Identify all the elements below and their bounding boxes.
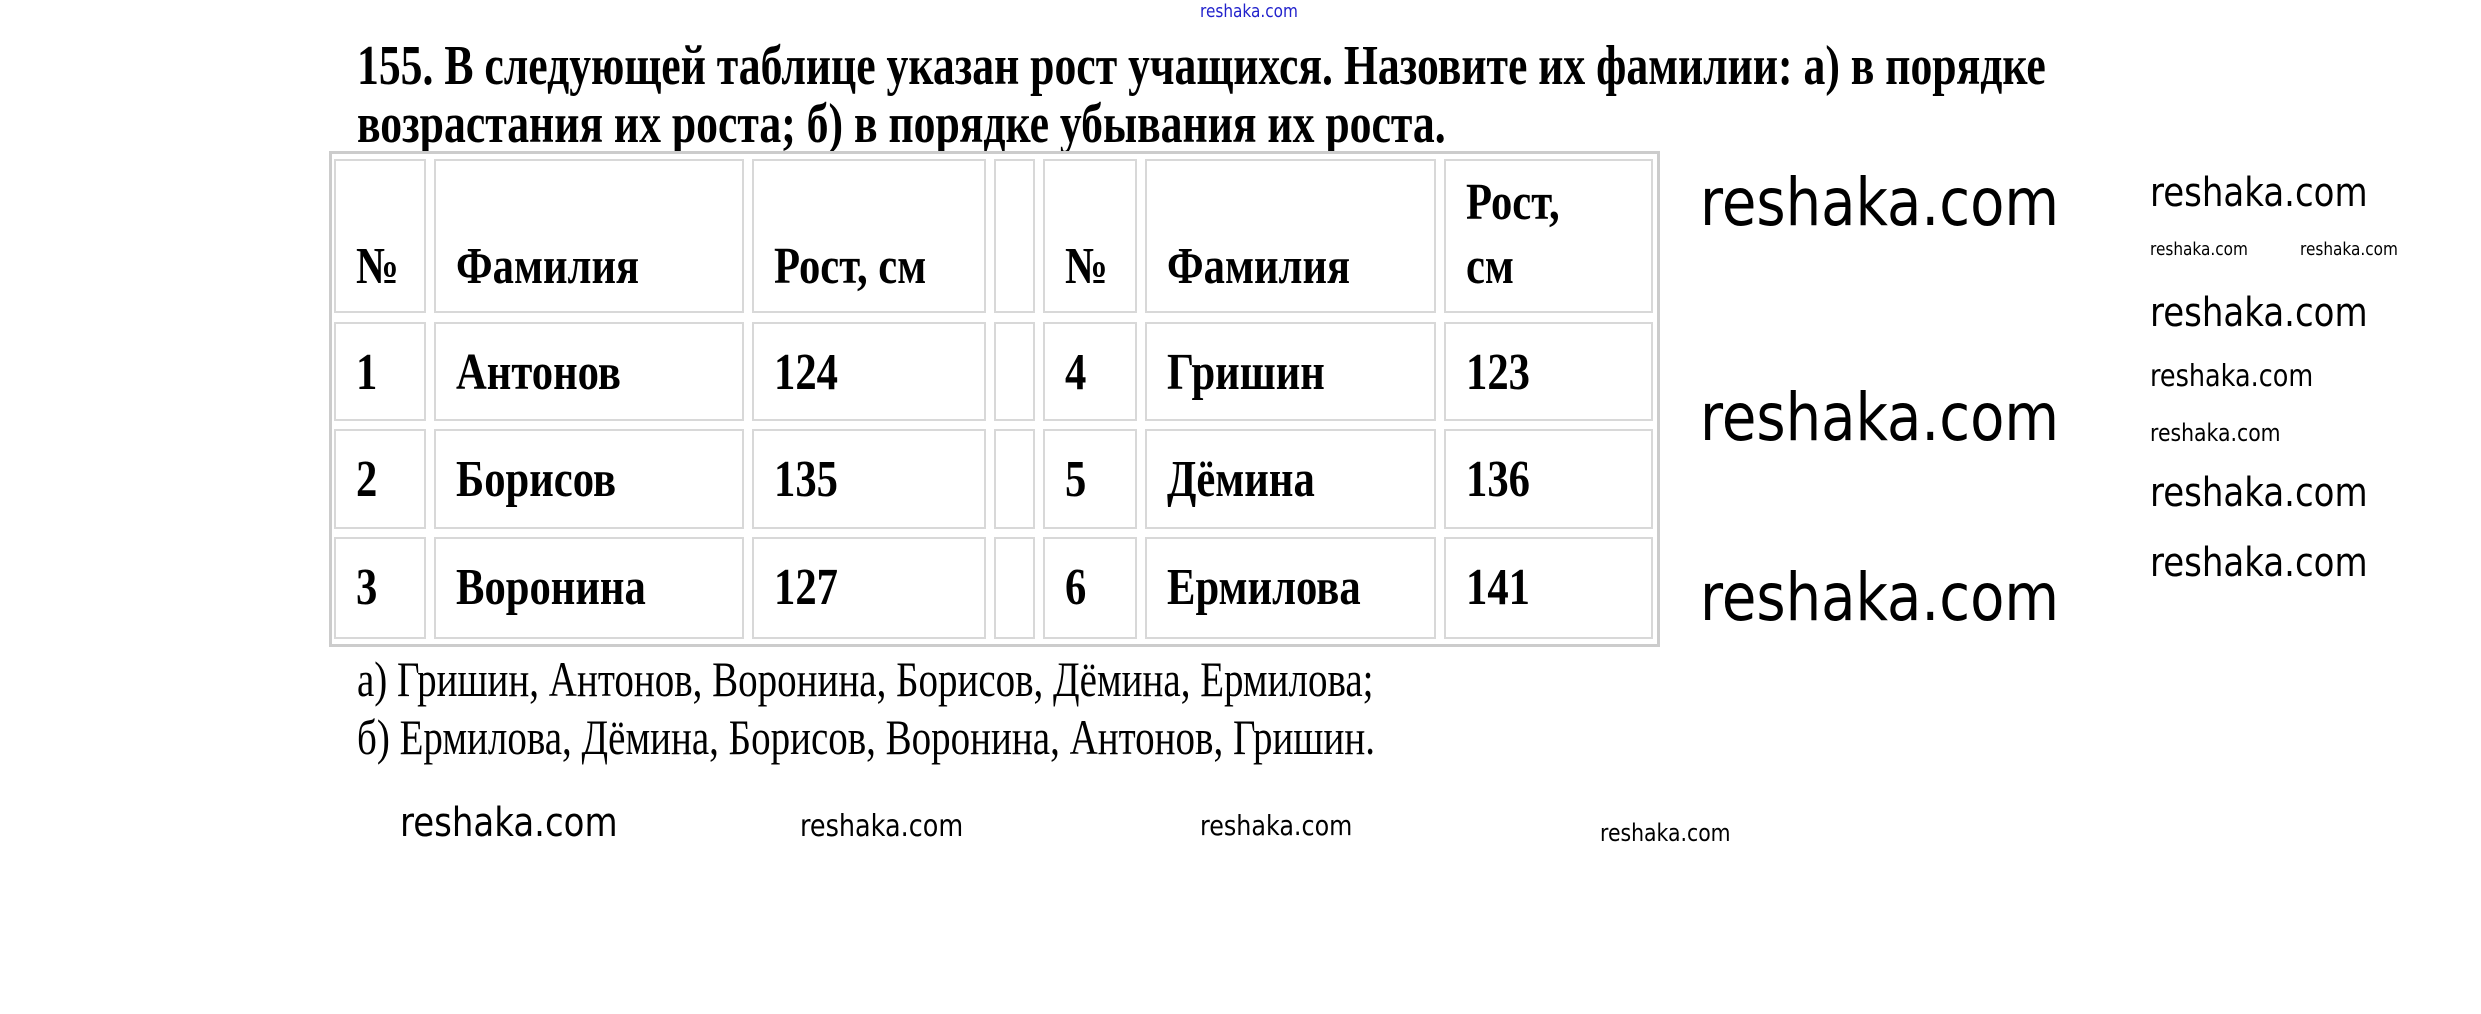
watermark: reshaka.com xyxy=(1600,819,1731,847)
table-header-cell xyxy=(1043,159,1137,313)
table-cell xyxy=(334,429,426,529)
answer-b: б) Ермилова, Дёмина, Борисов, Воронина, … xyxy=(357,709,1375,765)
watermark: reshaka.com xyxy=(1700,379,2060,456)
column-header: см xyxy=(1466,238,1514,295)
column-header: № xyxy=(1065,238,1108,295)
watermark: reshaka.com xyxy=(2150,470,2368,516)
watermark: reshaka.com xyxy=(2150,290,2368,336)
watermark: reshaka.com xyxy=(1200,809,1353,842)
column-header: № xyxy=(356,238,399,295)
cell-text: 2 xyxy=(356,451,378,508)
cell-text: 5 xyxy=(1065,451,1087,508)
table-cell xyxy=(1444,537,1653,639)
problem-line-2: возрастания их роста; б) в порядке убыва… xyxy=(357,93,1446,155)
cell-text: 123 xyxy=(1466,344,1530,401)
cell-text: 1 xyxy=(356,344,378,401)
watermark: reshaka.com xyxy=(2150,359,2314,394)
table-cell xyxy=(752,429,986,529)
table-cell xyxy=(1145,537,1436,639)
table-header-cell xyxy=(1444,159,1653,313)
heights-table xyxy=(329,151,1660,647)
column-header: Фамилия xyxy=(1167,238,1351,295)
watermark: reshaka.com xyxy=(2150,419,2281,447)
answer-a: а) Гришин, Антонов, Воронина, Борисов, Д… xyxy=(357,651,1374,707)
table-cell xyxy=(334,322,426,421)
table-cell xyxy=(434,537,744,639)
column-header: Фамилия xyxy=(456,238,640,295)
table-cell xyxy=(1444,322,1653,421)
watermark: reshaka.com xyxy=(2150,540,2368,586)
problem-line-1: 155. В следующей таблице указан рост уча… xyxy=(357,35,2046,97)
cell-text: Дёмина xyxy=(1167,451,1315,508)
table-cell xyxy=(994,537,1035,639)
table-cell xyxy=(434,322,744,421)
table-cell xyxy=(434,429,744,529)
watermark: reshaka.com xyxy=(800,809,964,844)
cell-text: 6 xyxy=(1065,559,1087,616)
cell-text: Воронина xyxy=(456,559,646,616)
table-header-cell xyxy=(1145,159,1436,313)
watermark: reshaka.com xyxy=(2150,170,2368,216)
cell-text: Борисов xyxy=(456,451,617,508)
table-cell xyxy=(1145,429,1436,529)
cell-text: 127 xyxy=(774,559,838,616)
watermark: reshaka.com xyxy=(1700,559,2060,636)
cell-text: 4 xyxy=(1065,344,1087,401)
table-cell xyxy=(1145,322,1436,421)
table-header-cell xyxy=(752,159,986,313)
cell-text: 135 xyxy=(774,451,838,508)
cell-text: 136 xyxy=(1466,451,1530,508)
cell-text: 141 xyxy=(1466,559,1530,616)
cell-text: 124 xyxy=(774,344,838,401)
cell-text: Антонов xyxy=(456,344,621,401)
column-header: Рост, xyxy=(1466,174,1560,231)
column-header: Рост, см xyxy=(774,238,927,295)
table-header-cell xyxy=(334,159,426,313)
table-cell xyxy=(994,429,1035,529)
table-cell xyxy=(994,322,1035,421)
watermark: reshaka.com xyxy=(2300,239,2398,260)
watermark: reshaka.com xyxy=(2150,239,2248,260)
watermark: reshaka.com xyxy=(400,800,618,846)
cell-text: Гришин xyxy=(1167,344,1325,401)
table-cell xyxy=(1444,429,1653,529)
table-header-cell xyxy=(994,159,1035,313)
watermark-top: reshaka.com xyxy=(1200,1,1298,22)
cell-text: 3 xyxy=(356,559,378,616)
table-cell xyxy=(1043,322,1137,421)
table-cell xyxy=(752,537,986,639)
table-cell xyxy=(1043,537,1137,639)
cell-text: Ермилова xyxy=(1167,559,1361,616)
watermark: reshaka.com xyxy=(1700,164,2060,241)
table-cell xyxy=(1043,429,1137,529)
table-cell xyxy=(334,537,426,639)
table-cell xyxy=(752,322,986,421)
table-header-cell xyxy=(434,159,744,313)
